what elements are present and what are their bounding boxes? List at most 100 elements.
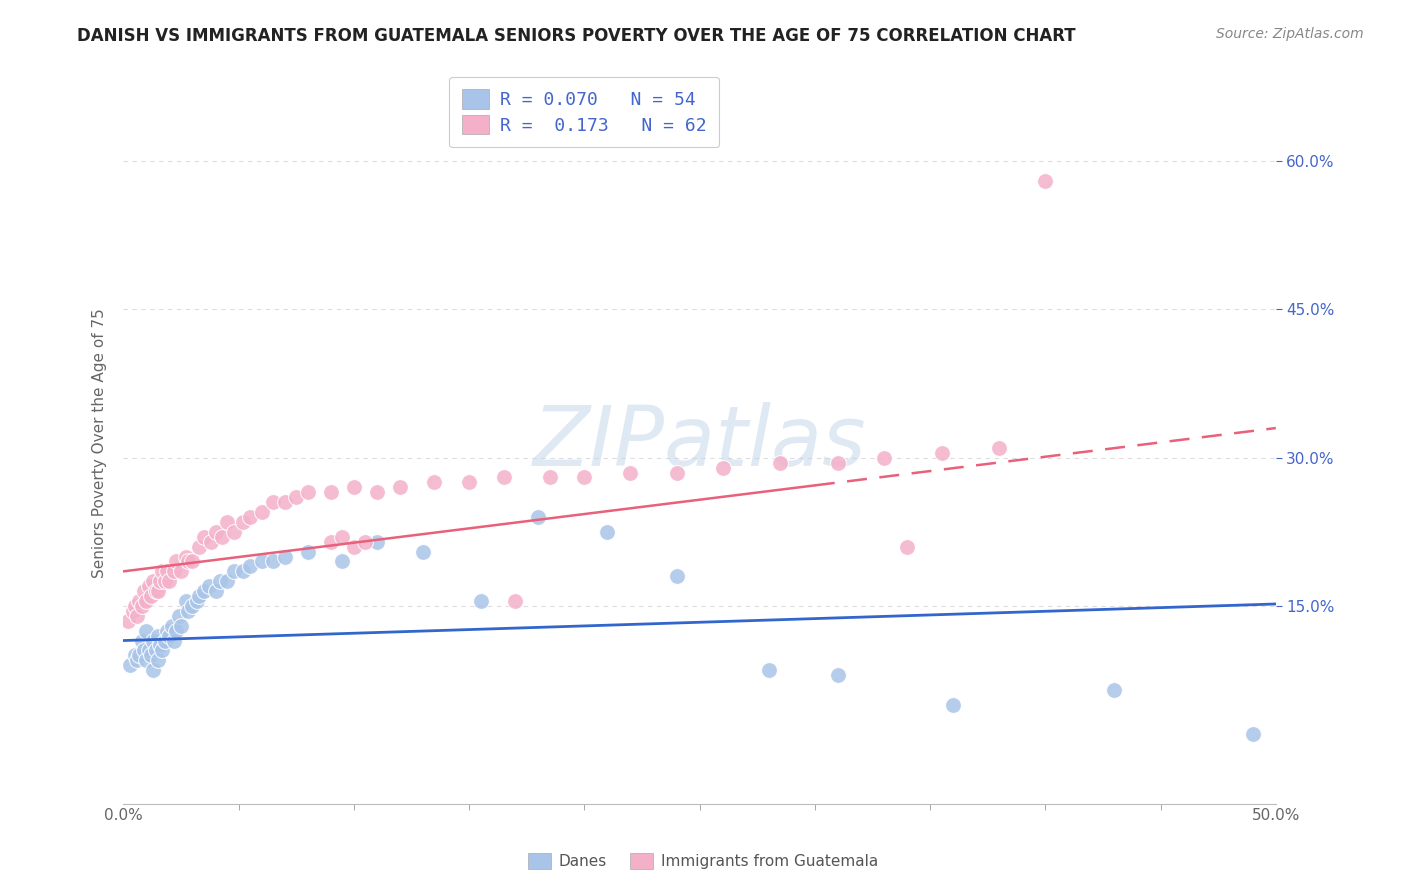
- Point: [1104, 683, 1126, 698]
- Point: [330, 530, 353, 544]
- Point: [273, 549, 295, 564]
- Point: [149, 574, 172, 589]
- Point: [209, 574, 232, 589]
- Point: [232, 515, 254, 529]
- Point: [215, 574, 238, 589]
- Point: [142, 574, 165, 589]
- Point: [128, 594, 150, 608]
- Point: [388, 480, 411, 494]
- Point: [153, 633, 176, 648]
- Point: [204, 584, 226, 599]
- Point: [896, 540, 918, 554]
- Point: [470, 594, 492, 608]
- Point: [153, 574, 176, 589]
- Point: [200, 534, 222, 549]
- Point: [177, 554, 200, 568]
- Point: [145, 643, 167, 657]
- Point: [167, 608, 190, 623]
- Point: [297, 485, 319, 500]
- Text: ZIPatlas: ZIPatlas: [533, 402, 866, 483]
- Point: [222, 565, 245, 579]
- Point: [165, 554, 187, 568]
- Point: [366, 485, 388, 500]
- Point: [156, 624, 179, 638]
- Point: [239, 559, 262, 574]
- Point: [1033, 174, 1056, 188]
- Point: [574, 470, 596, 484]
- Point: [458, 475, 481, 490]
- Point: [138, 643, 160, 657]
- Point: [135, 653, 157, 667]
- Point: [354, 534, 377, 549]
- Point: [423, 475, 446, 490]
- Point: [769, 456, 792, 470]
- Point: [619, 466, 641, 480]
- Point: [538, 470, 561, 484]
- Point: [127, 653, 149, 667]
- Point: [132, 584, 155, 599]
- Point: [124, 648, 146, 663]
- Y-axis label: Seniors Poverty Over the Age of 75: Seniors Poverty Over the Age of 75: [93, 308, 107, 578]
- Point: [188, 540, 211, 554]
- Point: [262, 554, 284, 568]
- Point: [157, 574, 180, 589]
- Point: [177, 604, 200, 618]
- Point: [711, 460, 734, 475]
- Point: [132, 643, 155, 657]
- Legend: R = 0.070   N = 54, R =  0.173   N = 62: R = 0.070 N = 54, R = 0.173 N = 62: [450, 77, 720, 147]
- Point: [117, 614, 139, 628]
- Point: [1241, 727, 1264, 741]
- Point: [157, 629, 180, 643]
- Point: [239, 510, 262, 524]
- Point: [665, 466, 688, 480]
- Point: [131, 633, 153, 648]
- Point: [285, 490, 308, 504]
- Point: [128, 648, 150, 663]
- Point: [197, 579, 219, 593]
- Point: [297, 544, 319, 558]
- Point: [181, 554, 204, 568]
- Text: Source: ZipAtlas.com: Source: ZipAtlas.com: [1216, 27, 1364, 41]
- Point: [181, 599, 204, 613]
- Point: [142, 663, 165, 677]
- Point: [127, 608, 149, 623]
- Point: [156, 565, 179, 579]
- Point: [163, 633, 186, 648]
- Point: [186, 594, 208, 608]
- Point: [942, 698, 965, 712]
- Point: [827, 668, 849, 682]
- Point: [138, 579, 160, 593]
- Point: [135, 624, 157, 638]
- Point: [931, 446, 953, 460]
- Point: [222, 524, 245, 539]
- Point: [146, 653, 169, 667]
- Point: [366, 534, 388, 549]
- Point: [232, 565, 254, 579]
- Point: [343, 540, 366, 554]
- Point: [145, 584, 167, 599]
- Point: [174, 594, 197, 608]
- Point: [121, 604, 143, 618]
- Point: [120, 658, 142, 673]
- Point: [142, 633, 165, 648]
- Text: DANISH VS IMMIGRANTS FROM GUATEMALA SENIORS POVERTY OVER THE AGE OF 75 CORRELATI: DANISH VS IMMIGRANTS FROM GUATEMALA SENI…: [77, 27, 1076, 45]
- Point: [149, 639, 172, 653]
- Point: [343, 480, 366, 494]
- Point: [273, 495, 295, 509]
- Point: [193, 530, 215, 544]
- Legend: Danes, Immigrants from Guatemala: Danes, Immigrants from Guatemala: [522, 847, 884, 875]
- Point: [131, 599, 153, 613]
- Point: [204, 524, 226, 539]
- Point: [988, 441, 1011, 455]
- Point: [319, 485, 342, 500]
- Point: [596, 524, 619, 539]
- Point: [215, 515, 238, 529]
- Point: [163, 565, 186, 579]
- Point: [160, 618, 183, 632]
- Point: [827, 456, 849, 470]
- Point: [139, 589, 162, 603]
- Point: [250, 554, 273, 568]
- Point: [174, 549, 197, 564]
- Point: [211, 530, 233, 544]
- Point: [873, 450, 896, 465]
